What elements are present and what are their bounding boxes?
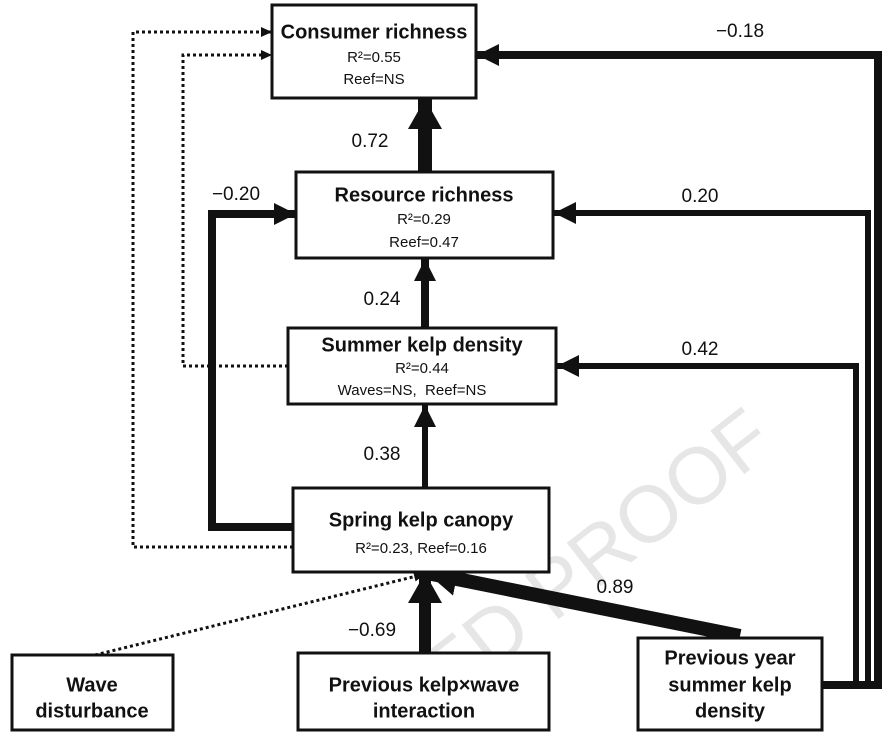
node-label: Resource richness — [335, 184, 514, 206]
node-label: Consumer richness — [281, 21, 468, 43]
edge — [554, 202, 871, 685]
node-label: Previous kelp×wave — [329, 674, 520, 696]
node — [296, 651, 551, 732]
edge — [131, 27, 293, 549]
edge-label: 0.72 — [352, 131, 389, 152]
edge — [425, 562, 742, 643]
node-label: density — [695, 700, 766, 722]
edge — [181, 50, 288, 368]
node-label: Wave — [66, 674, 118, 696]
node — [10, 653, 175, 732]
node-line: Waves=NS, Reef=NS — [338, 382, 487, 399]
node — [291, 486, 551, 574]
edge — [94, 571, 426, 657]
node-line: R²=0.44 — [395, 360, 449, 377]
node-label: Previous year — [664, 647, 795, 669]
edge-label: 0.38 — [364, 444, 401, 465]
edge-label: −0.18 — [716, 21, 764, 42]
node-line: R²=0.29 — [397, 211, 451, 228]
edge — [477, 44, 882, 689]
node-label: summer kelp — [668, 674, 791, 696]
node-label: Spring kelp canopy — [329, 509, 514, 531]
edge-label: 0.42 — [682, 339, 719, 360]
node — [286, 326, 558, 406]
edges — [94, 27, 882, 689]
edge — [208, 203, 296, 531]
node — [270, 3, 478, 100]
node-line: R²=0.23, Reef=0.16 — [355, 540, 487, 557]
node-line: Reef=NS — [343, 71, 404, 88]
node-line: Reef=0.47 — [389, 234, 459, 251]
node — [294, 170, 555, 260]
node — [636, 636, 824, 732]
edge-label: −0.69 — [348, 620, 396, 641]
node-label: disturbance — [35, 700, 148, 722]
node-label: interaction — [373, 700, 475, 722]
edge-label: 0.24 — [364, 289, 401, 310]
edge-label: 0.20 — [682, 186, 719, 207]
edge-label: 0.89 — [597, 577, 634, 598]
node-line: R²=0.55 — [347, 49, 401, 66]
edge-label: −0.20 — [212, 184, 260, 205]
node-label: Summer kelp density — [321, 334, 523, 356]
edge — [557, 355, 859, 685]
